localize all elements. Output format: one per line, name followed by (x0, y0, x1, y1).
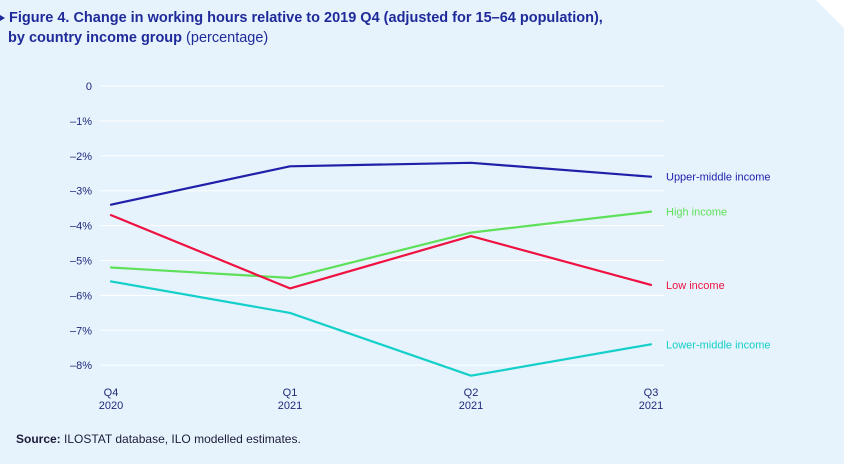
series-line (109, 210, 653, 279)
y-tick-label: –3% (70, 186, 92, 198)
y-tick-label: –5% (70, 256, 92, 268)
x-tick-label: 2021 (459, 400, 483, 412)
x-tick-label: 2021 (278, 400, 302, 412)
source-text: ILOSTAT database, ILO modelled estimates… (60, 432, 301, 446)
y-tick-label: –1% (70, 116, 92, 128)
x-tick-label: Q4 (104, 387, 119, 399)
x-tick-label: Q2 (464, 387, 479, 399)
source-note: Source: ILOSTAT database, ILO modelled e… (16, 432, 301, 446)
title-line-1: Figure 4. Change in working hours relati… (9, 10, 603, 26)
x-tick-label: Q3 (644, 387, 659, 399)
corner-decoration (816, 0, 844, 28)
y-tick-label: 0 (86, 81, 92, 93)
y-tick-label: –8% (70, 360, 92, 372)
y-tick-label: –2% (70, 151, 92, 163)
y-tick-label: –6% (70, 290, 92, 302)
series-line (109, 161, 653, 206)
title-line-2: by country income group (8, 30, 183, 46)
y-tick-label: –4% (70, 221, 92, 233)
x-tick-label: 2021 (639, 400, 663, 412)
series-label: High income (666, 207, 727, 219)
x-tick-label: Q1 (283, 387, 298, 399)
source-label: Source: (16, 432, 61, 446)
series-line (109, 280, 653, 377)
series-label: Lower-middle income (666, 339, 771, 351)
x-tick-label: 2020 (99, 400, 123, 412)
figure-title: Figure 4. Change in working hours relati… (0, 8, 760, 48)
title-bullet-icon (0, 15, 5, 21)
series-label: Low income (666, 280, 725, 292)
y-tick-label: –7% (70, 325, 92, 337)
title-unit: (percentage) (186, 30, 269, 46)
series-line (109, 214, 653, 290)
series-label: Upper-middle income (666, 172, 771, 184)
